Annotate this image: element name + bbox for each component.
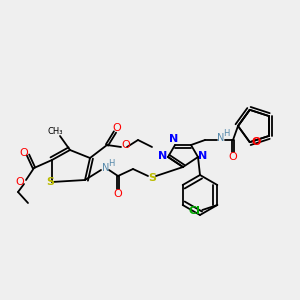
Text: O: O: [20, 148, 28, 158]
Text: N: N: [198, 151, 208, 161]
Text: O: O: [114, 189, 122, 199]
Text: Cl: Cl: [188, 206, 200, 216]
Text: H: H: [108, 158, 114, 167]
Text: O: O: [112, 123, 122, 133]
Text: N: N: [217, 133, 225, 143]
Text: O: O: [229, 152, 237, 162]
Text: CH₃: CH₃: [47, 127, 63, 136]
Text: S: S: [46, 177, 54, 187]
Text: O: O: [122, 140, 130, 150]
Text: H: H: [223, 128, 229, 137]
Text: S: S: [148, 173, 156, 183]
Text: N: N: [102, 163, 110, 173]
Text: O: O: [251, 137, 260, 147]
Text: O: O: [16, 177, 24, 187]
Text: N: N: [169, 134, 178, 144]
Text: N: N: [158, 151, 168, 161]
